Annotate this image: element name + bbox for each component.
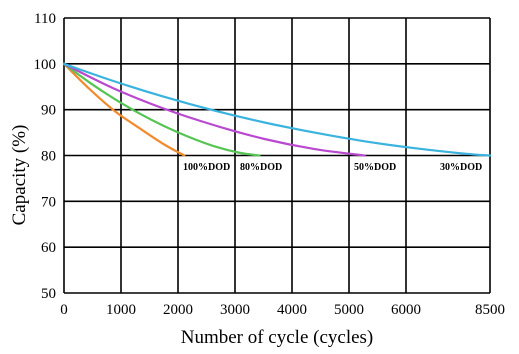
x-tick-label: 3000: [220, 302, 250, 318]
x-tick-label: 4000: [277, 302, 307, 318]
y-tick-label: 110: [34, 11, 56, 27]
series-label: 80%DOD: [240, 162, 282, 173]
y-axis-title: Capacity (%): [9, 125, 30, 226]
x-tick-label: 1000: [106, 302, 136, 318]
series-label: 50%DOD: [354, 162, 396, 173]
series-label: 100%DOD: [183, 162, 230, 173]
tick-labels: 0 1000 2000 3000 4000 5000 6000 8500 50 60 70 80 90 1…: [34, 11, 506, 318]
y-tick-label: 70: [41, 194, 56, 210]
y-tick-label: 50: [41, 286, 56, 302]
x-tick-label: 8500: [475, 302, 505, 318]
series-line-50-dod: [62, 62, 366, 157]
x-tick-label: 6000: [391, 302, 421, 318]
series-line-30-dod: [62, 62, 492, 157]
x-axis-title: Number of cycle (cycles): [181, 327, 374, 348]
series-curves: [62, 62, 492, 157]
gridlines: [63, 17, 491, 294]
series-labels: 100%DOD 80%DOD 50%DOD 30%DOD: [183, 162, 482, 173]
y-tick-label: 100: [34, 57, 57, 73]
y-tick-label: 80: [41, 149, 56, 165]
x-tick-label: 5000: [334, 302, 364, 318]
series-label: 30%DOD: [440, 162, 482, 173]
x-tick-label: 0: [60, 302, 68, 318]
x-tick-label: 2000: [163, 302, 193, 318]
y-tick-label: 90: [41, 103, 56, 119]
series-line-80-dod: [62, 62, 261, 157]
series-line-100-dod: [62, 62, 186, 157]
y-tick-label: 60: [41, 240, 56, 256]
